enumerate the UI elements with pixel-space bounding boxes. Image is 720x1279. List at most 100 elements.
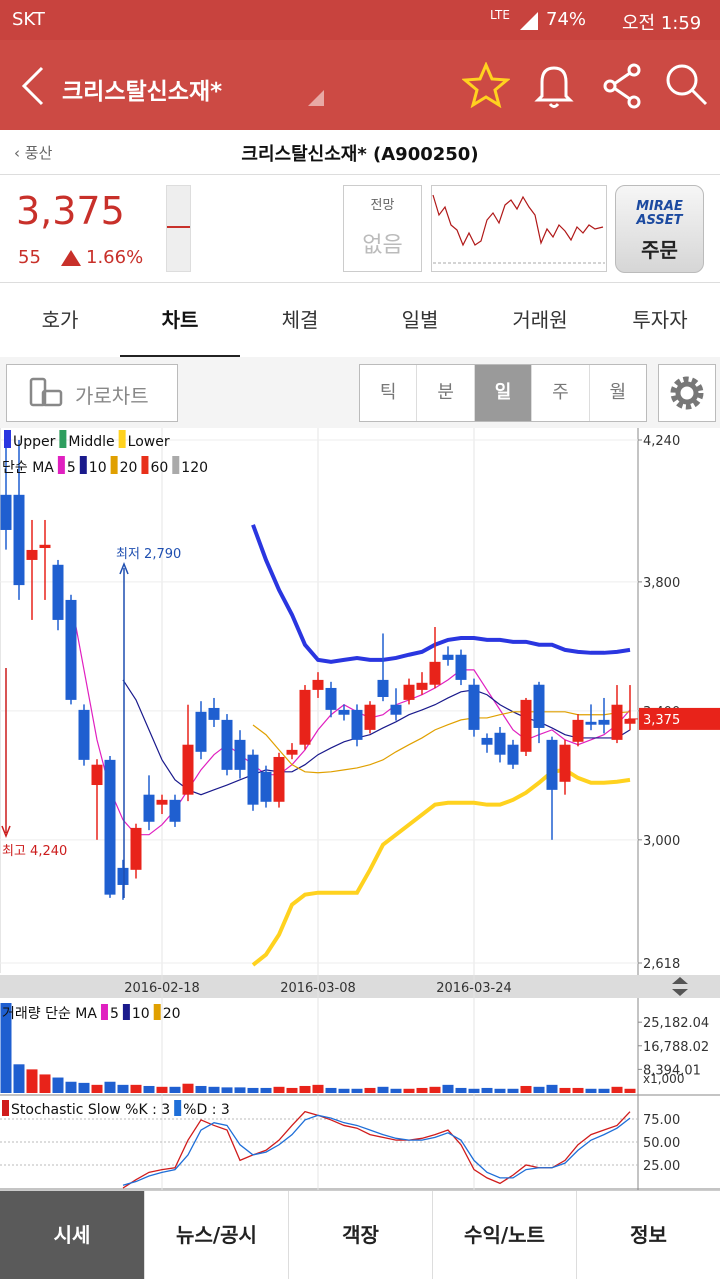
previous-stock[interactable]: ‹ 풍산	[14, 144, 53, 162]
legend-swatch	[79, 456, 87, 474]
volume-bar	[143, 1085, 155, 1093]
landscape-button[interactable]: 가로차트	[6, 364, 178, 422]
candle-body	[364, 704, 376, 730]
battery: 74%	[546, 9, 587, 30]
volume-bar	[117, 1084, 129, 1093]
volume-bar	[481, 1087, 493, 1093]
volume-bar	[507, 1088, 519, 1093]
share-button[interactable]	[600, 62, 644, 110]
legend-label: 20	[120, 460, 138, 476]
nav-item[interactable]: 수익/노트	[432, 1191, 576, 1279]
legend-swatch	[2, 1100, 9, 1116]
volume-bar	[0, 1003, 12, 1093]
settings-button[interactable]	[658, 364, 716, 422]
candle-body	[403, 684, 415, 700]
y-tick-label: 4,240	[643, 434, 680, 449]
nav-item[interactable]: 정보	[576, 1191, 720, 1279]
tab[interactable]: 거래원	[512, 308, 568, 332]
favorite-button[interactable]	[462, 62, 510, 108]
legend-label: 거래량 단순 MA	[2, 1006, 97, 1022]
candle-body	[260, 771, 272, 802]
legend-swatch	[174, 1100, 182, 1116]
volume-bar	[234, 1087, 246, 1093]
legend-swatch	[110, 456, 118, 474]
volume-bar	[52, 1077, 64, 1093]
annotation-arrow	[1, 668, 11, 839]
nav-item[interactable]: 뉴스/공시	[144, 1191, 288, 1279]
x-tick-label: 2016-02-18	[124, 981, 200, 996]
volume-bar	[104, 1081, 116, 1093]
candle-body	[143, 794, 155, 822]
legend-swatch	[59, 430, 67, 448]
volume-bar	[377, 1086, 389, 1093]
clock: 오전 1:59	[622, 13, 702, 34]
tab[interactable]: 호가	[41, 308, 79, 332]
carrier: SKT	[12, 9, 45, 30]
stochastic-line	[122, 1114, 631, 1186]
volume-bar	[169, 1086, 181, 1093]
volume-bar	[312, 1084, 324, 1093]
annotation: 최저 2,790	[116, 547, 181, 562]
ma-line	[70, 599, 631, 836]
bottom-nav: 시세 뉴스/공시 객장 수익/노트 정보	[0, 1190, 720, 1279]
volume-bar	[364, 1087, 376, 1093]
quote-panel: 3,375 55 1.66% 전망 없음 MIRAE ASSET 주문	[0, 175, 720, 282]
order-button[interactable]: MIRAE ASSET 주문	[615, 185, 704, 273]
legend-label: 5	[110, 1006, 119, 1022]
dropdown-marker	[308, 90, 324, 106]
candle-body	[559, 744, 571, 782]
candle-body	[247, 754, 259, 805]
outlook-label: 전망	[370, 198, 395, 213]
candle-body	[442, 654, 454, 660]
volume-bar	[520, 1085, 532, 1093]
back-button[interactable]	[18, 64, 48, 108]
tab-bar: 호가 차트 체결 일별 거래원 투자자	[0, 282, 720, 358]
outlook-box: 전망 없음	[343, 185, 422, 272]
volume-bar	[585, 1088, 597, 1093]
tab[interactable]: 차트	[120, 283, 240, 358]
period-option[interactable]: 주	[531, 365, 588, 421]
stock-chart: 2016-02-18 2016-03-08 2016-03-24 4,240 3,800…	[0, 428, 720, 1190]
legend-swatch	[4, 430, 11, 448]
volume-bar	[416, 1087, 428, 1093]
volume-unit: x1,000	[643, 1072, 684, 1086]
search-button[interactable]	[664, 62, 710, 110]
gear-icon	[670, 376, 704, 410]
period-option[interactable]: 분	[416, 365, 473, 421]
tab[interactable]: 투자자	[632, 308, 688, 332]
volume-bar	[572, 1087, 584, 1093]
legend-swatch	[100, 1004, 108, 1020]
candle-body	[104, 759, 116, 895]
volume-bar	[260, 1087, 272, 1093]
current-price-tag	[639, 707, 720, 730]
candle-body	[234, 739, 246, 770]
alarm-button[interactable]	[532, 62, 576, 110]
volume-bar	[455, 1087, 467, 1093]
volume-bar	[26, 1069, 38, 1093]
price-change-pct: 1.66%	[86, 247, 144, 268]
period-option[interactable]: 월	[588, 365, 646, 421]
legend-label: 60	[150, 460, 168, 476]
candle-body	[195, 711, 207, 752]
candle-body	[221, 719, 233, 770]
volume-bar	[598, 1088, 610, 1093]
candle-body	[390, 704, 402, 715]
legend-swatch	[153, 1004, 161, 1020]
stock-title: 크리스탈신소재* (A900250)	[241, 144, 479, 165]
annotation: 최고 4,240	[2, 844, 67, 859]
volume-bar	[78, 1082, 90, 1093]
band-line	[251, 524, 631, 664]
candle-body	[585, 721, 597, 725]
tab[interactable]: 일별	[401, 308, 439, 332]
legend-label: 10	[89, 460, 107, 476]
tab[interactable]: 체결	[281, 308, 319, 332]
period-option[interactable]: 일	[473, 365, 532, 421]
volume-bar	[286, 1087, 298, 1093]
nav-item[interactable]: 객장	[288, 1191, 432, 1279]
volume-bar	[546, 1084, 558, 1093]
nav-item[interactable]: 시세	[0, 1191, 144, 1279]
period-option[interactable]: 틱	[379, 382, 397, 403]
candle-body	[273, 756, 285, 802]
